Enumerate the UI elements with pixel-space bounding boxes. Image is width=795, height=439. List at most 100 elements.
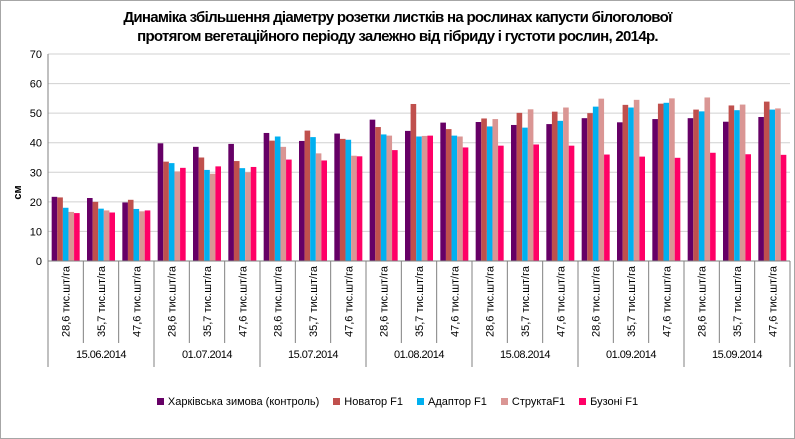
bar <box>269 140 275 261</box>
bar <box>193 146 199 261</box>
y-axis-label: см <box>12 185 24 199</box>
bar <box>462 147 469 261</box>
legend-item: Харківська зимова (контроль) <box>156 396 319 408</box>
x-density-label: 35,7 тис.шт/га <box>96 265 108 337</box>
bar <box>392 150 398 261</box>
bar <box>315 153 322 261</box>
legend-swatch <box>333 398 341 405</box>
bar <box>516 112 523 261</box>
bar <box>321 160 327 261</box>
bar <box>215 166 221 261</box>
x-density-label: 35,7 тис.шт/га <box>520 265 532 337</box>
legend-label: СтруктаF1 <box>511 396 566 408</box>
bar <box>511 124 517 261</box>
x-density-label: 35,7 тис.шт/га <box>626 265 638 337</box>
bar <box>451 135 458 261</box>
bar <box>198 157 205 261</box>
bar <box>734 110 740 261</box>
bar <box>174 171 181 261</box>
chart-title-line-2: протягом вегетаційного періоду залежно в… <box>137 28 658 45</box>
bar <box>369 119 376 262</box>
bar <box>157 143 164 261</box>
bar <box>581 118 588 261</box>
x-density-label: 28,6 тис.шт/га <box>61 265 73 337</box>
bar <box>375 127 381 261</box>
bar <box>87 198 93 261</box>
bar <box>780 154 787 261</box>
bar <box>122 202 128 261</box>
bar <box>310 137 316 261</box>
bar <box>109 212 115 261</box>
bar <box>103 210 110 261</box>
y-tick-label: 30 <box>30 167 42 179</box>
bar <box>168 163 175 261</box>
bar <box>334 133 340 261</box>
bar <box>416 136 422 261</box>
bar <box>457 136 463 261</box>
x-density-label: 28,6 тис.шт/га <box>485 265 497 337</box>
legend-label: Адаптор F1 <box>428 396 487 408</box>
bar <box>163 161 169 261</box>
chart-title-line-1: Динаміка збільшення діаметру розетки лис… <box>123 9 672 26</box>
bar <box>698 111 705 262</box>
x-density-label: 47,6 тис.шт/га <box>555 265 567 337</box>
bar <box>622 104 629 261</box>
bar <box>245 172 251 261</box>
x-density-label: 28,6 тис.шт/га <box>591 265 603 337</box>
bar <box>263 132 270 261</box>
bar <box>663 102 670 261</box>
legend-swatch <box>417 398 424 405</box>
legend-item: Бузоні F1 <box>579 396 638 408</box>
bar <box>74 213 80 261</box>
y-tick-label: 60 <box>30 79 42 91</box>
bar <box>769 109 776 261</box>
bar <box>598 98 605 262</box>
bar <box>68 211 75 261</box>
x-density-label: 28,6 тис.шт/га <box>697 265 709 337</box>
x-density-label: 28,6 тис.шт/га <box>167 265 179 337</box>
bar <box>427 135 433 261</box>
bar <box>209 173 216 261</box>
bar <box>233 161 240 261</box>
bar <box>745 154 751 261</box>
bar <box>652 119 658 261</box>
bar <box>563 107 569 262</box>
bar <box>657 103 664 262</box>
bar <box>669 98 675 261</box>
legend-label: Новатор F1 <box>344 396 403 408</box>
bar <box>57 197 63 261</box>
bar <box>421 135 428 261</box>
bar <box>739 104 746 261</box>
x-density-label: 47,6 тис.шт/га <box>237 265 249 337</box>
bar <box>551 111 558 261</box>
bar <box>604 154 610 261</box>
bar <box>728 105 735 261</box>
bar <box>481 118 487 261</box>
bar <box>723 121 729 261</box>
x-density-label: 35,7 тис.шт/га <box>308 265 320 337</box>
x-density-label: 28,6 тис.шт/га <box>273 265 285 337</box>
bar <box>674 157 681 261</box>
bar <box>533 144 539 261</box>
bar <box>144 210 151 261</box>
bar <box>492 119 499 261</box>
bar <box>274 136 281 261</box>
bar <box>356 156 363 261</box>
y-tick-label: 40 <box>30 138 42 150</box>
bar <box>486 126 493 261</box>
x-density-label: 47,6 тис.шт/га <box>131 265 143 337</box>
bar <box>587 113 593 261</box>
x-density-label: 28,6 тис.шт/га <box>379 265 391 337</box>
x-density-label: 35,7 тис.шт/га <box>202 265 214 337</box>
x-group-label: 01.09.2014 <box>606 349 656 361</box>
bar <box>710 152 716 261</box>
bar <box>386 135 393 261</box>
y-tick-label: 0 <box>36 256 42 268</box>
bar <box>299 140 305 261</box>
x-density-label: 47,6 тис.шт/га <box>343 265 355 337</box>
bar <box>704 97 711 261</box>
bar <box>351 155 357 261</box>
y-tick-label: 10 <box>30 226 42 238</box>
bar <box>345 139 352 261</box>
